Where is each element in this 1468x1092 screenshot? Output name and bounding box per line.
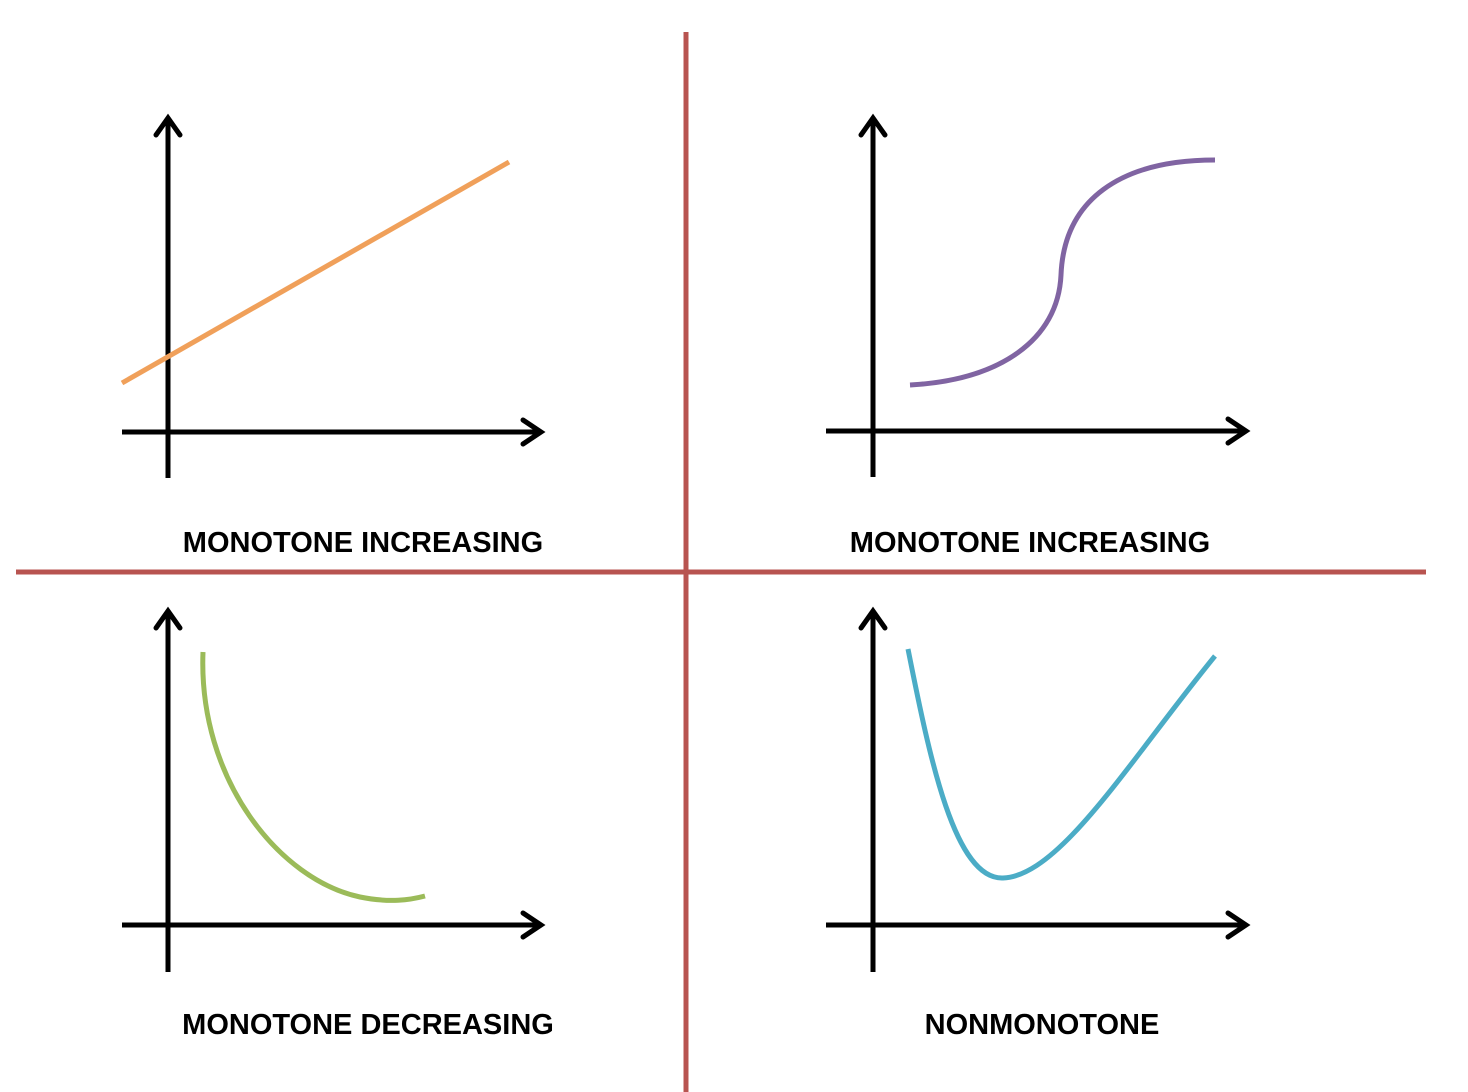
panel-s-curve-increasing: MONOTONE INCREASING bbox=[826, 113, 1251, 559]
x-axis-arrowhead bbox=[520, 910, 546, 940]
x-axis-arrowhead bbox=[1225, 416, 1251, 446]
nonmonotone-curve bbox=[905, 648, 1217, 881]
axes bbox=[122, 606, 546, 972]
axes bbox=[122, 113, 546, 478]
panel-nonmonotone: NONMONOTONE bbox=[826, 606, 1251, 1041]
monotone-decreasing-curve bbox=[200, 651, 426, 903]
panel-linear-increasing: MONOTONE INCREASING bbox=[120, 113, 546, 559]
axes bbox=[826, 113, 1251, 477]
y-axis-arrowhead bbox=[858, 606, 888, 631]
panel-label: MONOTONE INCREASING bbox=[183, 527, 543, 559]
panel-monotone-decreasing: MONOTONE DECREASING bbox=[122, 606, 554, 1041]
axes bbox=[826, 606, 1251, 972]
y-axis-arrowhead bbox=[858, 113, 888, 138]
y-axis-arrowhead bbox=[153, 113, 183, 138]
panel-label: MONOTONE DECREASING bbox=[182, 1009, 554, 1041]
y-axis-arrowhead bbox=[153, 606, 183, 631]
panel-label: MONOTONE INCREASING bbox=[850, 527, 1210, 559]
x-axis-arrowhead bbox=[520, 417, 546, 447]
linear-increasing-curve bbox=[120, 159, 511, 386]
x-axis-arrowhead bbox=[1225, 910, 1251, 940]
s-curve-increasing-curve bbox=[909, 157, 1216, 388]
panel-label: NONMONOTONE bbox=[925, 1009, 1160, 1041]
